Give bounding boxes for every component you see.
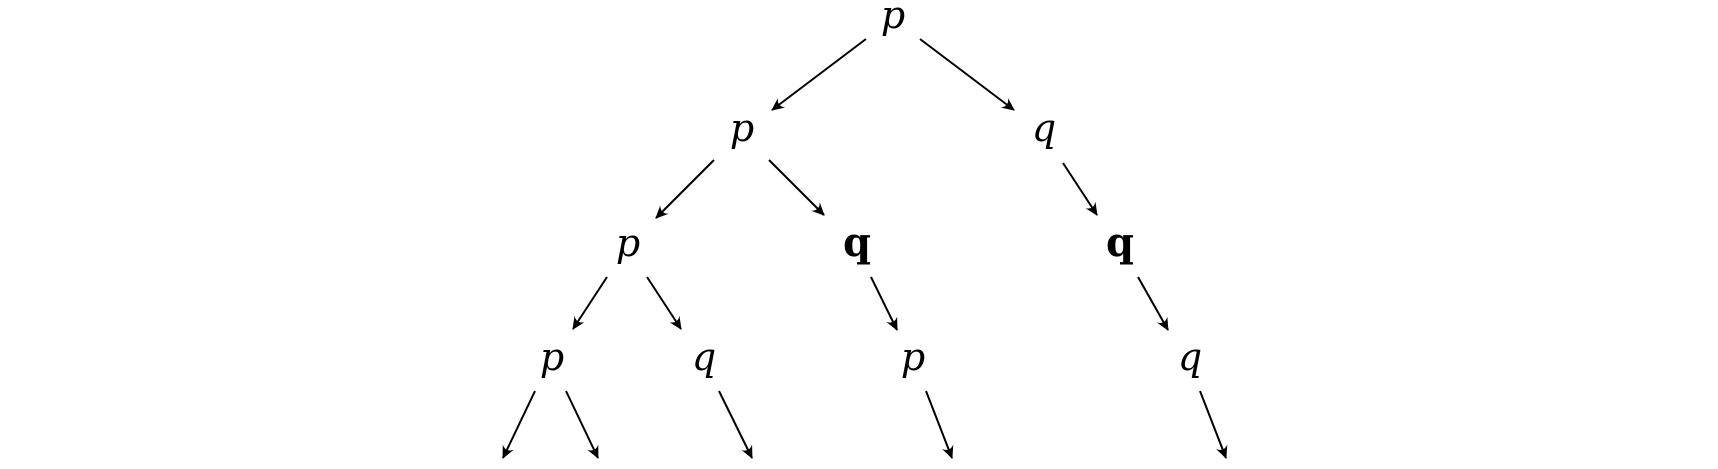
edge-arrow-n7-to-open-11	[718, 390, 753, 459]
edge-arrow-n3-to-n7-6	[646, 276, 682, 330]
edge-arrow-n2-to-n5-4	[1062, 162, 1098, 216]
edge-arrow-n1-to-n4-3	[768, 159, 825, 216]
edge-arrow-n6-to-open-10	[565, 390, 599, 459]
edge-arrow-n1-to-n3-2	[655, 159, 715, 219]
edge-arrow-n9-to-open-13	[1199, 390, 1228, 459]
node-p-level1-left: p	[729, 106, 755, 150]
edge-arrow-n3-to-n6-5	[572, 276, 608, 330]
edge-arrow-n4-to-n8-7	[870, 276, 898, 331]
node-p-level3-third: p	[900, 335, 926, 379]
edge-arrow-n0-to-n1-0	[771, 38, 867, 111]
node-q-level1-right: q	[1031, 106, 1057, 150]
node-p-level3-first: p	[539, 335, 565, 379]
edge-arrow-n6-to-open-9	[502, 390, 536, 459]
node-q-bold-level2-right: q	[1106, 219, 1134, 266]
node-q-bold-level2-middle: q	[843, 219, 871, 266]
node-root-p: p	[880, 0, 906, 37]
edge-arrow-n5-to-n9-8	[1137, 276, 1169, 331]
node-q-level3-fourth: q	[1177, 335, 1203, 379]
node-q-level3-second: q	[691, 335, 717, 379]
edge-arrow-n8-to-open-12	[925, 390, 954, 459]
node-p-level2-left: p	[615, 221, 641, 265]
edge-arrow-n0-to-n2-1	[919, 38, 1015, 111]
